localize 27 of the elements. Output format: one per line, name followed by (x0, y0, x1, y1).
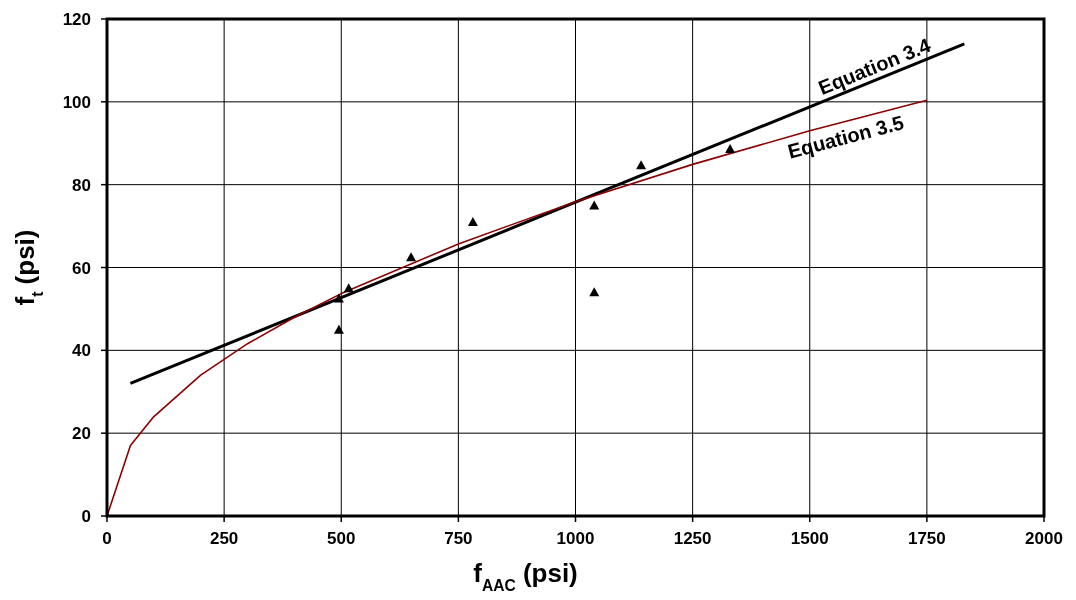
x-tick-label: 500 (327, 529, 356, 548)
x-tick-label: 1250 (673, 529, 712, 548)
point (343, 283, 354, 293)
point (725, 144, 736, 154)
text: Equation 3.5 (785, 111, 906, 163)
point (467, 216, 478, 226)
x-tick-label: 2000 (1025, 529, 1063, 548)
y-tick-label: 0 (81, 507, 91, 526)
y-tick-label: 80 (72, 175, 91, 195)
point (333, 324, 344, 334)
y-tick-label: 40 (72, 341, 91, 361)
point (589, 287, 600, 297)
y-tick-label: 120 (62, 10, 91, 29)
point (636, 160, 647, 170)
point (589, 200, 600, 210)
x-tick-label: 750 (444, 529, 473, 548)
x-axis-title: f$_{AAC}$ (psi) (473, 558, 578, 594)
x-tick-label: 1750 (907, 529, 946, 548)
point (333, 293, 344, 303)
x-tick-label: 1000 (556, 529, 595, 548)
y-tick-label: 60 (72, 258, 91, 278)
x-tick-label: 1500 (790, 529, 829, 548)
y-tick-label: 20 (72, 424, 91, 444)
x-tick-label: 250 (209, 529, 239, 548)
y-tick-label: 100 (62, 92, 91, 112)
x-tick-label: 0 (102, 529, 112, 548)
point (406, 252, 417, 262)
